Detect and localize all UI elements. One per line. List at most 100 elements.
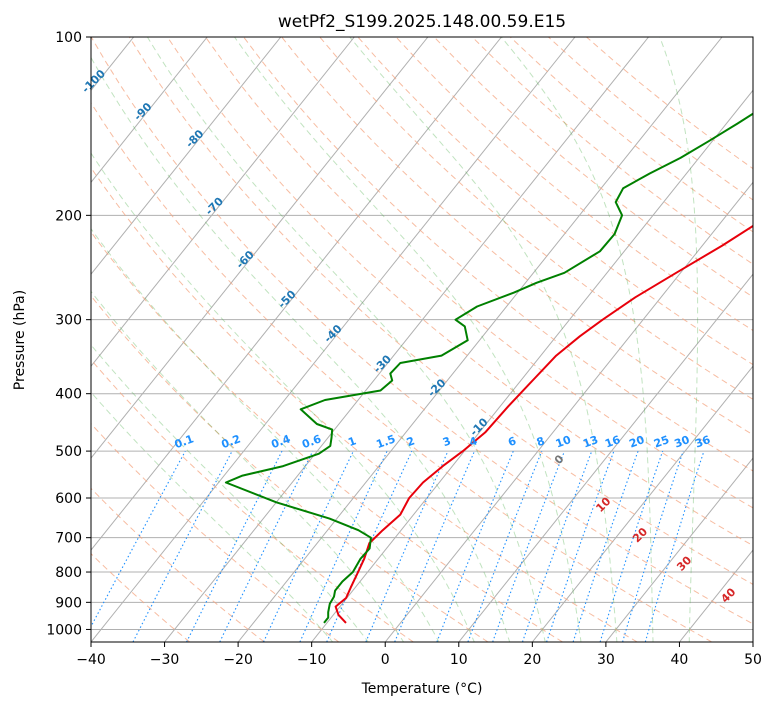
mixing-ratio-line [436, 450, 514, 642]
mixing-ratio-line [546, 450, 615, 642]
isotherm-label: -90 [131, 100, 154, 123]
isotherm-label: -100 [79, 67, 108, 96]
plot-frame [90, 36, 754, 643]
isotherm-line [91, 37, 429, 459]
wet-bulb-label: 20 [630, 525, 650, 545]
mixing-ratio-line [622, 450, 684, 642]
isotherm-line [531, 365, 753, 642]
x-tick-label: −20 [223, 652, 253, 668]
dewpoint-profile-line [224, 112, 753, 624]
y-tick-label: 700 [55, 531, 82, 547]
mixing-ratio-label: 0.1 [173, 432, 196, 451]
background-adiabats [91, 37, 753, 642]
mixing-ratio-line [365, 450, 449, 642]
isotherm-line [679, 549, 753, 642]
mixing-ratio-line [492, 450, 566, 642]
dry-adiabat [548, 37, 753, 201]
x-tick-label: 0 [381, 652, 390, 668]
moist-adiabat [234, 37, 582, 642]
isotherm-line [91, 37, 355, 367]
y-tick-label: 500 [55, 444, 82, 460]
mixing-ratio-label: 0.4 [269, 432, 292, 451]
isotherm-label: -50 [275, 288, 298, 311]
isotherm-line [164, 37, 649, 642]
mixing-ratio-label: 2 [405, 434, 417, 449]
y-tick-label: 900 [55, 595, 82, 611]
dry-adiabat [91, 166, 638, 642]
dry-adiabat [586, 37, 753, 170]
mixing-ratio-label: 4 [467, 434, 479, 449]
y-tick-label: 100 [55, 30, 82, 46]
mixing-ratio-label: 6 [506, 434, 518, 449]
mixing-ratio-label: 20 [627, 433, 646, 451]
dry-adiabat [91, 553, 191, 642]
chart-title: wetPf2_S199.2025.148.00.59.E15 [278, 12, 566, 32]
x-tick-label: −10 [297, 652, 327, 668]
mixing-ratio-label: 3 [441, 434, 453, 449]
moist-adiabat [91, 344, 369, 642]
isotherm-line [605, 457, 753, 642]
mixing-ratio-label: 8 [535, 434, 547, 449]
temperature-profile-line [334, 224, 753, 624]
mixing-ratio-label: 0.2 [220, 432, 243, 451]
x-tick-label: 20 [523, 652, 541, 668]
isotherm-line [311, 89, 753, 642]
moist-adiabat [349, 37, 618, 642]
moist-adiabat [91, 152, 475, 642]
y-tick-label: 1000 [46, 622, 82, 638]
moist-adiabat [91, 391, 334, 642]
isotherm-line [458, 273, 753, 642]
mixing-ratio-line [91, 450, 186, 628]
dry-adiabat [433, 37, 753, 298]
x-tick-label: −40 [76, 652, 106, 668]
isotherm-line [91, 37, 576, 642]
mixing-ratio-label: 13 [581, 433, 600, 450]
dry-adiabat [91, 231, 563, 642]
y-axis-label: Pressure (hPa) [12, 290, 28, 390]
mixing-ratio-line [262, 450, 354, 642]
x-tick-label: −30 [150, 652, 180, 668]
mixing-ratio-line [467, 450, 543, 642]
grid-lines [0, 37, 753, 642]
mixing-ratio-line [644, 450, 705, 642]
moist-adiabat [500, 37, 654, 642]
mixing-ratio-label: 30 [673, 433, 692, 451]
dry-adiabat [91, 101, 713, 642]
y-tick-label: 600 [55, 491, 82, 507]
isotherm-label: -60 [234, 248, 257, 271]
isotherm-label: -70 [203, 194, 226, 217]
y-tick-label: 300 [55, 313, 82, 329]
isotherm-line [91, 37, 208, 184]
moist-adiabat [91, 56, 511, 642]
dry-adiabat [319, 37, 753, 400]
mixing-ratio-line [394, 450, 476, 642]
mixing-ratio-label: 36 [693, 433, 712, 451]
mixing-ratio-line [186, 450, 283, 642]
y-tick-label: 800 [55, 565, 82, 581]
mixing-ratio-label: 25 [652, 433, 671, 450]
mixing-ratio-label: 1 [346, 434, 358, 449]
isotherm-line [0, 37, 60, 642]
isotherm-label: -80 [183, 127, 206, 150]
profile-series [224, 112, 753, 624]
mixing-ratio-label: 0.6 [300, 432, 323, 451]
dry-adiabat [205, 37, 753, 509]
dry-adiabat [91, 37, 753, 625]
mixing-ratio-line [219, 450, 314, 642]
isotherm-line [91, 37, 502, 551]
mixing-ratio-label: 16 [603, 433, 622, 451]
y-tick-label: 400 [55, 387, 82, 403]
mixing-ratio-line [521, 450, 593, 642]
moist-adiabat [659, 37, 699, 642]
dry-adiabat [91, 358, 414, 642]
dry-adiabat [91, 487, 265, 642]
x-tick-label: 50 [744, 652, 762, 668]
isotherm-line [752, 641, 753, 642]
x-tick-label: 40 [671, 652, 689, 668]
isotherm-line [384, 181, 753, 642]
mixing-ratio-label: 10 [554, 433, 573, 451]
dry-adiabat [509, 37, 753, 233]
mixing-ratio-label: 1.5 [374, 432, 397, 451]
moist-adiabat [91, 290, 405, 642]
